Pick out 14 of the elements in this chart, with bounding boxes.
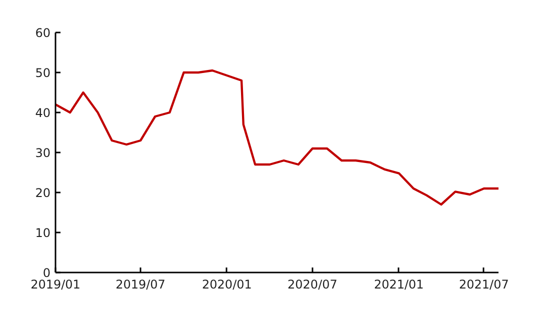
x-tick-label: 2021/01	[374, 278, 424, 292]
x-tick-label: 2019/07	[116, 278, 166, 292]
y-tick-label: 50	[35, 66, 51, 80]
y-tick-label: 10	[35, 226, 51, 240]
line-series	[56, 69, 498, 206]
x-tick-label: 2019/01	[30, 278, 80, 292]
y-tick-label: 40	[35, 106, 51, 120]
x-tick-label: 2021/07	[459, 278, 509, 292]
y-tick-label: 60	[35, 26, 51, 40]
x-tick-label: 2020/07	[288, 278, 338, 292]
y-tick-label: 30	[35, 146, 51, 160]
y-tick-label: 20	[35, 186, 51, 200]
x-tick-label: 2020/01	[202, 278, 252, 292]
y-tick-label: 0	[42, 266, 51, 280]
